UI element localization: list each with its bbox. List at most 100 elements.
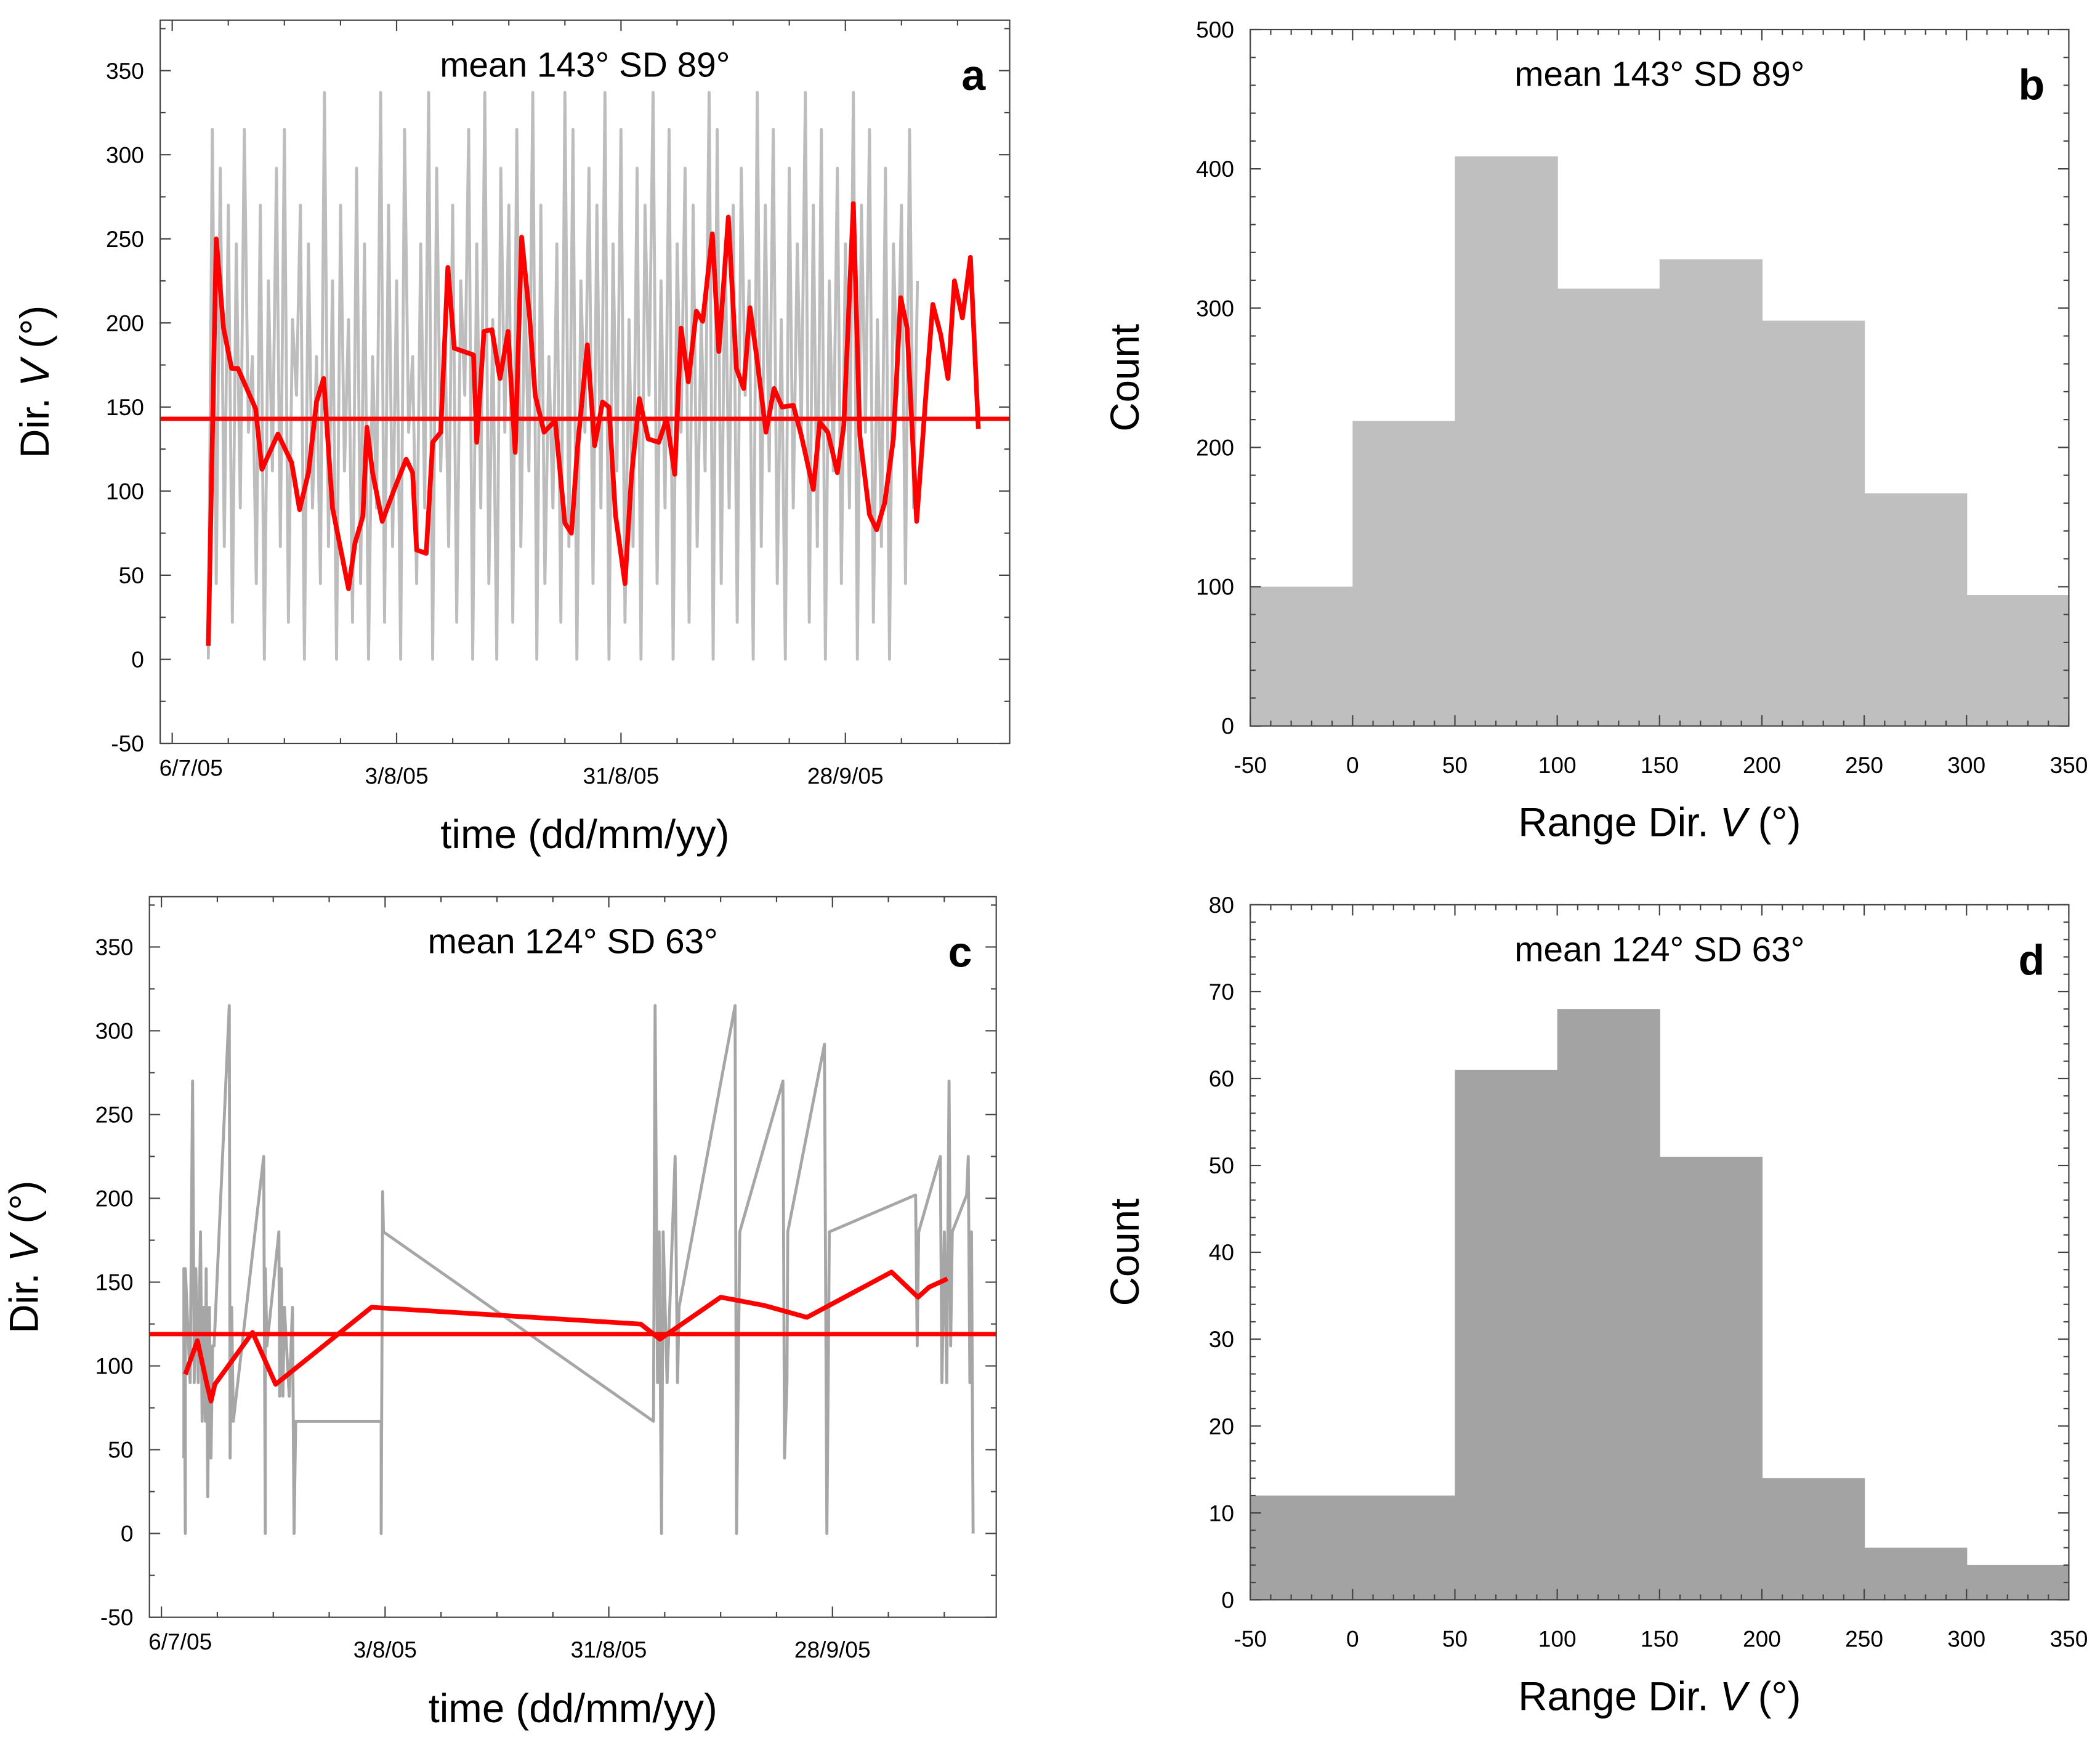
histogram-bar	[1761, 1478, 1865, 1600]
running-mean-series	[183, 1269, 949, 1404]
histogram-bar	[1966, 595, 2070, 726]
y-tick-label: 60	[1209, 1066, 1234, 1091]
panel-letter: c	[948, 928, 972, 976]
y-axis-title-prefix: Dir.	[2, 1261, 47, 1333]
panel-a-time-series: -50 0 50 100 150 200 250 300 350 6/7/05 3/8/05 31/8…	[12, 19, 1011, 857]
y-axis-title-variable: V	[12, 356, 57, 386]
y-axis-title: Count	[1102, 1199, 1147, 1306]
y-axis-title: Dir. V (°)	[12, 306, 57, 458]
x-tick-label: 0	[1346, 752, 1359, 778]
x-tick-label: 200	[1743, 1626, 1781, 1652]
x-axis-title-prefix: Range Dir.	[1518, 1674, 1720, 1719]
raw-direction-series	[182, 1004, 975, 1536]
x-tick-label: 250	[1845, 1626, 1883, 1652]
x-axis-title: time (dd/mm/yy)	[429, 1686, 717, 1731]
x-tick-label: 0	[1346, 1626, 1359, 1652]
x-tick-label: 28/9/05	[807, 763, 884, 788]
x-tick-label: 28/9/05	[794, 1637, 871, 1662]
y-tick-label: 0	[1221, 713, 1234, 739]
x-tick-label: 6/7/05	[148, 1629, 212, 1654]
running-mean-series	[206, 201, 981, 646]
y-tick-label: 300	[95, 1018, 134, 1044]
x-tick-label: 100	[1538, 1626, 1577, 1652]
x-tick-label: 31/8/05	[571, 1637, 647, 1662]
y-tick-label: 200	[95, 1186, 134, 1212]
y-tick-label: 80	[1209, 892, 1234, 918]
histogram-bar	[1761, 320, 1865, 726]
histogram-bar	[1250, 1496, 1354, 1600]
x-axis-title: Range Dir. V (°)	[1518, 800, 1801, 845]
raw-direction-series	[206, 91, 919, 661]
y-tick-label: 150	[95, 1269, 134, 1295]
y-tick-label: 10	[1209, 1500, 1234, 1526]
y-axis-title-prefix: Dir.	[12, 386, 57, 458]
histogram-bar	[1250, 586, 1354, 726]
panel-stats-title: mean 143° SD 89°	[440, 46, 730, 84]
y-tick-label: 50	[119, 562, 144, 588]
x-tick-label: 200	[1743, 752, 1781, 778]
panel-stats-title: mean 124° SD 63°	[428, 922, 718, 961]
histogram-bar	[1659, 259, 1763, 726]
panel-letter: a	[961, 51, 986, 99]
y-tick-label: 300	[106, 142, 144, 168]
y-tick-label: 100	[106, 478, 144, 504]
x-tick-label: -50	[1234, 752, 1267, 778]
y-axis-title-suffix: (°)	[12, 306, 57, 360]
y-tick-label: 200	[1196, 434, 1234, 460]
y-tick-label: 50	[108, 1437, 133, 1463]
histogram-bar	[1966, 1565, 2070, 1600]
x-tick-label: 31/8/05	[583, 763, 660, 788]
histogram-bar	[1864, 493, 1968, 726]
x-tick-label: 350	[2050, 752, 2088, 778]
histogram-bar	[1455, 156, 1558, 726]
y-tick-label: 0	[131, 647, 144, 673]
y-tick-label: 20	[1209, 1413, 1234, 1439]
x-tick-label: 3/8/05	[353, 1637, 417, 1662]
x-axis-title-suffix: (°)	[1747, 800, 1801, 845]
y-tick-label: 200	[106, 310, 144, 336]
y-tick-label: 350	[95, 934, 134, 960]
y-tick-label: 70	[1209, 979, 1234, 1005]
x-tick-label: 150	[1641, 1626, 1679, 1652]
x-tick-label: 50	[1442, 1626, 1468, 1652]
x-tick-label: 300	[1947, 1626, 1985, 1652]
x-axis-title-variable: V	[1720, 1674, 1750, 1719]
panel-letter: d	[2018, 936, 2045, 984]
x-tick-label: 250	[1845, 752, 1883, 778]
plot-frame	[160, 19, 1011, 745]
plot-frame	[148, 896, 997, 1618]
y-tick-label: 40	[1209, 1239, 1234, 1265]
x-axis-title: Range Dir. V (°)	[1518, 1674, 1801, 1719]
panel-stats-title: mean 124° SD 63°	[1514, 931, 1804, 970]
histogram-bar	[1455, 1069, 1558, 1600]
panel-c-time-series: -50 0 50 100 150 200 250 300 350 6/7/05 3/8/05 31/8…	[2, 896, 997, 1731]
y-tick-label: 250	[95, 1102, 134, 1128]
x-tick-label: 100	[1538, 752, 1577, 778]
y-tick-label: 400	[1196, 156, 1234, 182]
y-tick-label: 100	[95, 1353, 134, 1379]
y-tick-label: -50	[111, 731, 144, 756]
histogram-bar	[1557, 1009, 1660, 1600]
y-tick-label: -50	[100, 1605, 134, 1630]
histogram-bar	[1557, 288, 1660, 726]
y-axis-title: Count	[1102, 324, 1147, 432]
x-tick-label: 300	[1947, 752, 1985, 778]
y-tick-label: 250	[106, 226, 144, 252]
y-tick-label: 0	[121, 1521, 134, 1547]
y-tick-label: 500	[1196, 17, 1234, 43]
y-axis-title-variable: V	[2, 1231, 47, 1261]
histogram-bar	[1352, 421, 1456, 726]
y-tick-label: 0	[1221, 1587, 1234, 1613]
x-axis-title: time (dd/mm/yy)	[440, 812, 729, 857]
y-axis-title: Dir. V (°)	[2, 1181, 47, 1334]
y-tick-label: 350	[106, 58, 144, 84]
x-axis-title-suffix: (°)	[1747, 1674, 1801, 1719]
x-tick-label: 150	[1641, 752, 1679, 778]
y-tick-label: 30	[1209, 1326, 1234, 1352]
panel-letter: b	[2018, 61, 2045, 109]
x-tick-label: -50	[1234, 1626, 1267, 1652]
y-tick-label: 50	[1209, 1152, 1234, 1178]
